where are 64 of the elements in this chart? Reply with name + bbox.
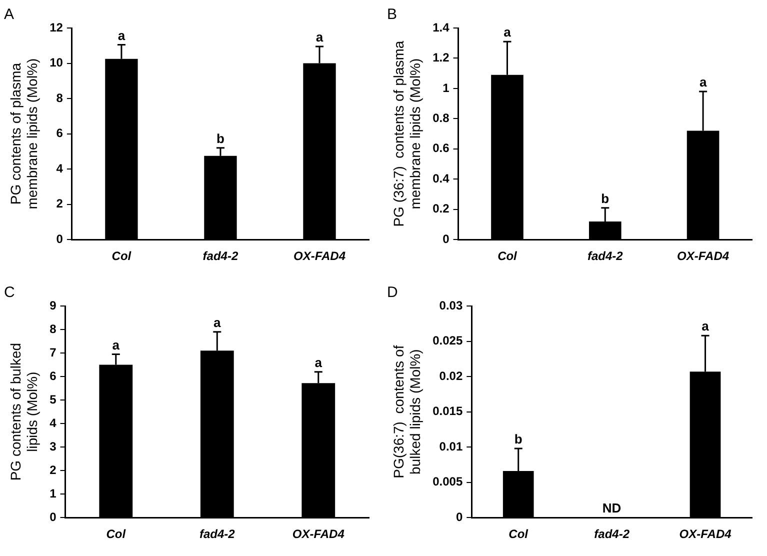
y-tick-label: 0 — [442, 232, 450, 246]
y-tick-label: 5 — [50, 392, 57, 406]
y-tick-label: 0.025 — [432, 334, 463, 348]
annotation: a — [504, 24, 512, 40]
y-tick-label: 0.4 — [432, 171, 450, 186]
text: ND — [602, 500, 622, 516]
y-tick-label: 1 — [50, 486, 57, 500]
y-tick-label: 6 — [50, 368, 57, 383]
x-tick-label: fad4-2 — [199, 527, 236, 542]
y-axis-title: PG(36:7) contents of bulked lipids (Mol%) — [390, 345, 424, 478]
x-tick-label: Col — [106, 527, 126, 542]
annotation: a — [314, 354, 323, 370]
chart-title: D — [387, 284, 398, 302]
annotation: a — [214, 314, 222, 330]
chart-title: C — [4, 284, 15, 302]
x-tick-label: OX-FAD4 — [292, 527, 345, 542]
y-tick-label: 2 — [50, 462, 57, 477]
y-tick-label: 6 — [56, 126, 64, 140]
x-tick-label: Col — [508, 527, 529, 542]
y-tick-label: 0.03 — [439, 298, 463, 312]
y-tick-label: 0.005 — [432, 474, 463, 489]
y-tick-label: 8 — [56, 90, 64, 105]
annotation: a — [702, 318, 710, 334]
y-tick-label: 0.2 — [432, 202, 450, 216]
y-axis-title: PG (36:7) contents of plasma membrane lipids (Mol%) — [390, 40, 424, 227]
y-axis-title: PG contents of plasma membrane lipids (Mol%) — [7, 58, 40, 210]
y-tick-label: 10 — [50, 56, 64, 70]
y-tick-label: 0.6 — [432, 141, 450, 156]
annotation: b — [216, 130, 224, 146]
y-tick-label: 0.015 — [432, 404, 463, 418]
x-tick-label: fad4-2 — [202, 249, 238, 264]
x-tick-label: OX-FAD4 — [677, 249, 730, 264]
y-tick-label: 3 — [50, 439, 57, 454]
chart-title: A — [4, 6, 14, 24]
annotation: a — [316, 30, 324, 45]
annotation: a — [112, 337, 120, 352]
y-tick-label: 12 — [50, 20, 64, 34]
y-tick-label: 0 — [56, 232, 64, 246]
annotation: a — [118, 28, 126, 43]
y-tick-label: 0.8 — [432, 111, 450, 125]
y-tick-label: 0.01 — [439, 439, 463, 454]
chart-title: B — [387, 6, 398, 24]
x-tick-label: fad4-2 — [587, 249, 624, 264]
annotation: b — [601, 190, 610, 206]
y-axis-title: PG contents of bulked lipids (Mol%) — [7, 342, 40, 481]
y-tick-label: 9 — [50, 298, 57, 312]
y-tick-label: 7 — [50, 345, 57, 360]
y-tick-label: 8 — [50, 322, 57, 336]
y-tick-label: 0.02 — [439, 368, 463, 383]
x-tick-label: Col — [498, 249, 518, 264]
x-tick-label: fad4-2 — [594, 527, 630, 542]
x-tick-label: OX-FAD4 — [293, 249, 346, 264]
annotation: b — [514, 432, 522, 447]
y-tick-label: 2 — [56, 196, 64, 211]
y-tick-label: 0 — [456, 510, 463, 524]
x-tick-label: Col — [112, 249, 132, 264]
annotation: a — [699, 74, 708, 90]
y-tick-label: 4 — [56, 161, 64, 176]
y-tick-label: 1.4 — [432, 20, 450, 34]
x-tick-label: OX-FAD4 — [679, 527, 732, 542]
y-tick-label: 1 — [442, 80, 450, 95]
y-tick-label: 4 — [50, 416, 57, 430]
y-tick-label: 1.2 — [432, 50, 450, 65]
y-tick-label: 0 — [50, 510, 57, 524]
